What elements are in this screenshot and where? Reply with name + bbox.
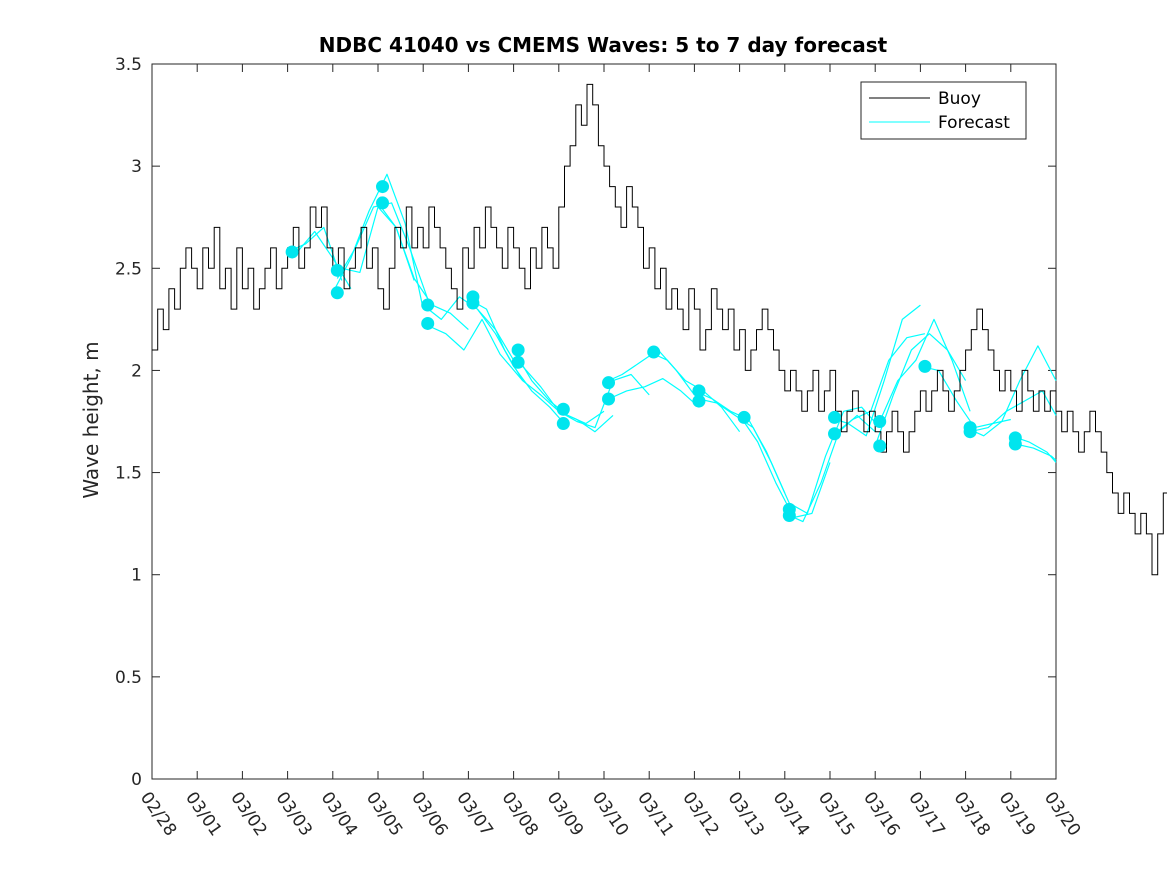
- x-tick-label: 03/06: [407, 788, 451, 840]
- forecast-line: [476, 308, 569, 428]
- legend-buoy-label: Buoy: [938, 89, 981, 109]
- buoy-series: [152, 83, 1167, 576]
- forecast-marker: [873, 415, 887, 428]
- forecast-line: [558, 373, 650, 429]
- forecast-marker: [692, 384, 706, 398]
- forecast-marker: [828, 410, 842, 424]
- forecast-line: [332, 173, 424, 310]
- forecast-marker: [737, 410, 751, 424]
- y-tick-label: 3: [131, 157, 142, 177]
- forecast-line: [1015, 443, 1057, 461]
- legend: Buoy Forecast: [860, 81, 1027, 140]
- forecast-line: [377, 202, 469, 331]
- y-tick-label: 0: [131, 770, 142, 790]
- x-tick-label: 03/16: [859, 788, 903, 840]
- forecast-marker: [376, 180, 390, 194]
- x-tick-label: 03/13: [724, 788, 768, 840]
- forecast-markers: [285, 180, 1022, 522]
- forecast-line: [829, 304, 921, 437]
- legend-box: [860, 81, 1027, 140]
- forecast-marker: [918, 359, 932, 373]
- forecast-line: [608, 378, 700, 408]
- x-tick-label: 03/18: [950, 788, 994, 840]
- x-tick-label: 03/10: [588, 788, 632, 840]
- forecast-line: [522, 365, 614, 433]
- forecast-marker: [692, 394, 706, 408]
- forecast-line: [920, 365, 1011, 429]
- forecast-line: [965, 345, 1057, 437]
- forecast-marker: [873, 439, 887, 453]
- forecast-marker: [1008, 437, 1022, 451]
- forecast-marker: [376, 196, 390, 210]
- x-tick-label: 03/05: [362, 788, 406, 840]
- axes-box: [151, 63, 1057, 780]
- forecast-marker: [963, 425, 977, 439]
- forecast-marker: [421, 316, 435, 330]
- forecast-line: [739, 415, 831, 519]
- forecast-marker: [602, 392, 616, 406]
- x-tick-label: 03/04: [317, 788, 361, 840]
- forecast-marker: [556, 417, 570, 431]
- y-tick-label: 1.5: [115, 464, 142, 484]
- x-tick-label: 03/07: [452, 788, 496, 840]
- forecast-line: [834, 333, 926, 435]
- x-tick-label: 03/09: [543, 788, 587, 840]
- forecast-line: [784, 414, 876, 523]
- x-tick-label: 03/12: [678, 788, 722, 840]
- x-tick-label: 03/15: [814, 788, 858, 840]
- forecast-marker: [511, 343, 525, 357]
- plot-area: 00.511.522.533.502/28 03/01 03/02 03/03 03/0…: [115, 55, 1167, 840]
- forecast-marker: [466, 296, 480, 310]
- forecast-marker: [782, 508, 796, 522]
- x-tick-label: 02/28: [136, 788, 180, 840]
- y-axis-label: Wave height, m: [79, 341, 103, 498]
- x-tick-label: 03/01: [181, 788, 225, 840]
- x-tick-label: 03/08: [498, 788, 542, 840]
- forecast-marker: [285, 245, 299, 259]
- legend-forecast-label: Forecast: [938, 113, 1010, 133]
- forecast-line: [648, 351, 741, 433]
- forecast-marker: [556, 402, 570, 416]
- forecast-marker: [330, 263, 344, 277]
- forecast-marker: [828, 427, 842, 441]
- x-tick-label: 03/11: [633, 788, 677, 840]
- forecast-line: [427, 318, 524, 381]
- forecast-line: [874, 333, 967, 447]
- x-tick-label: 03/03: [272, 788, 316, 840]
- y-tick-label: 0.5: [115, 668, 142, 688]
- forecast-marker: [330, 286, 344, 300]
- y-tick-label: 3.5: [115, 55, 142, 75]
- x-tick-label: 03/02: [226, 788, 270, 840]
- buoy-line: [152, 83, 1167, 576]
- forecast-line: [879, 318, 971, 422]
- forecast-marker: [511, 355, 525, 369]
- x-tick-label: 03/19: [995, 788, 1039, 840]
- forecast-marker: [602, 376, 616, 390]
- forecast-marker: [421, 298, 435, 312]
- y-tick-label: 1: [131, 566, 142, 586]
- chart-title: NDBC 41040 vs CMEMS Waves: 5 to 7 day fo…: [319, 33, 888, 57]
- forecast-marker: [647, 345, 661, 359]
- y-tick-label: 2: [131, 361, 142, 381]
- x-tick-label: 03/20: [1040, 788, 1084, 840]
- x-tick-label: 03/14: [769, 788, 813, 840]
- y-tick-label: 2.5: [115, 259, 142, 279]
- x-tick-label: 03/17: [904, 788, 948, 840]
